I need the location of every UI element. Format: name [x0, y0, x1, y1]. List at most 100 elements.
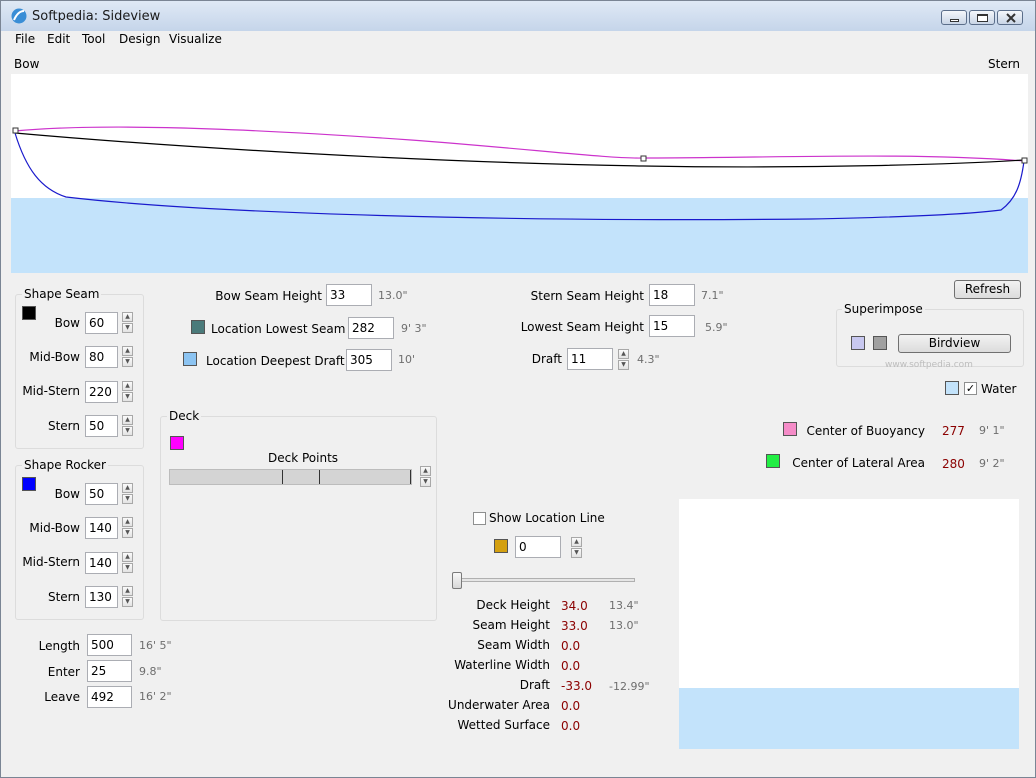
leave-imperial: 16' 2" [139, 690, 172, 703]
water-color-swatch[interactable] [945, 381, 959, 395]
rocker-stern-label: Stern [47, 590, 80, 604]
location-color-swatch[interactable] [494, 539, 508, 553]
deck-point-marker[interactable] [319, 470, 320, 484]
show-location-line-checkbox[interactable] [473, 512, 486, 525]
stat-value: -33.0 [561, 679, 593, 693]
sideview-canvas[interactable] [11, 74, 1028, 273]
menu-bar: File Edit Tool Design Visualize [1, 31, 1035, 49]
rocker-midstern-input[interactable] [85, 552, 118, 574]
enter-imperial: 9.8" [139, 665, 162, 678]
stat-label: Waterline Width [454, 658, 550, 672]
buoyancy-color-swatch[interactable] [783, 422, 797, 436]
deepest-draft-color-swatch[interactable] [183, 352, 197, 366]
center-lateral-label: Center of Lateral Area [792, 456, 925, 470]
enter-label: Enter [47, 665, 80, 679]
stat-value: 0.0 [561, 719, 581, 733]
stern-seam-height-imperial: 7.1" [701, 289, 724, 302]
location-deepest-draft-input[interactable] [346, 349, 392, 371]
leave-label: Leave [44, 690, 80, 704]
leave-input[interactable] [87, 686, 132, 708]
rocker-color-swatch[interactable] [22, 477, 36, 491]
menu-file[interactable]: File [15, 32, 36, 46]
rocker-bow-label: Bow [54, 487, 80, 501]
rocker-midstern-label: Mid-Stern [22, 555, 80, 569]
stern-seam-height-label: Stern Seam Height [530, 289, 644, 303]
bow-seam-height-input[interactable] [326, 284, 372, 306]
refresh-button[interactable]: Refresh [954, 280, 1021, 299]
stat-label: Seam Height [472, 618, 550, 632]
mid-control-point[interactable] [640, 155, 647, 162]
bow-control-point[interactable] [12, 127, 19, 134]
water-checkbox[interactable]: ✓ [964, 382, 977, 395]
center-buoyancy-imperial: 9' 1" [979, 424, 1005, 437]
draft-spinner[interactable]: ▲ ▼ [618, 349, 629, 371]
location-deepest-draft-label: Location Deepest Draft [206, 354, 345, 368]
seam-bow-spinner[interactable]: ▲ ▼ [122, 312, 133, 334]
seam-color-swatch[interactable] [22, 306, 36, 320]
seam-midbow-spinner[interactable]: ▲ ▼ [122, 346, 133, 368]
seam-stern-input[interactable] [85, 415, 118, 437]
center-lateral-imperial: 9' 2" [979, 457, 1005, 470]
minimize-button[interactable] [941, 10, 967, 25]
maximize-button[interactable] [969, 10, 995, 25]
center-buoyancy-value: 277 [942, 424, 965, 438]
menu-tool[interactable]: Tool [82, 32, 106, 46]
deck-title: Deck [167, 409, 202, 423]
lowest-seam-height-input[interactable] [649, 315, 695, 337]
seam-stern-spinner[interactable]: ▲ ▼ [122, 415, 133, 437]
draft-input[interactable] [567, 348, 613, 370]
seam-midstern-label: Mid-Stern [22, 384, 80, 398]
deck-point-marker[interactable] [410, 470, 411, 484]
draft-label: Draft [531, 352, 562, 366]
center-lateral-value: 280 [942, 457, 965, 471]
superimpose-secondary-swatch[interactable] [873, 336, 887, 350]
deck-color-swatch[interactable] [170, 436, 184, 450]
length-input[interactable] [87, 634, 132, 656]
seam-midbow-label: Mid-Bow [29, 350, 80, 364]
lowest-seam-height-imperial: 5.9" [705, 321, 728, 334]
menu-visualize[interactable]: Visualize [169, 32, 222, 46]
location-slider-thumb[interactable] [452, 572, 462, 589]
bow-seam-height-imperial: 13.0" [378, 289, 408, 302]
rocker-bow-input[interactable] [85, 483, 118, 505]
birdview-button[interactable]: Birdview [898, 334, 1011, 353]
seam-midstern-input[interactable] [85, 381, 118, 403]
water-area [11, 198, 1028, 273]
rocker-midstern-spinner[interactable]: ▲ ▼ [122, 552, 133, 574]
deck-points-spinner[interactable]: ▲ ▼ [420, 466, 431, 488]
deck-points-track[interactable] [169, 469, 412, 485]
stat-value: 34.0 [561, 599, 588, 613]
close-button[interactable] [997, 10, 1023, 25]
draft-imperial: 4.3" [637, 353, 660, 366]
stat-label: Underwater Area [448, 698, 550, 712]
rocker-midbow-spinner[interactable]: ▲ ▼ [122, 517, 133, 539]
rocker-stern-spinner[interactable]: ▲ ▼ [122, 586, 133, 608]
seam-bow-input[interactable] [85, 312, 118, 334]
stern-control-point[interactable] [1021, 157, 1028, 164]
seam-midbow-input[interactable] [85, 346, 118, 368]
location-spinner[interactable]: ▲ ▼ [571, 537, 582, 559]
location-input[interactable] [515, 536, 561, 558]
superimpose-color-swatch[interactable] [851, 336, 865, 350]
seam-midstern-spinner[interactable]: ▲ ▼ [122, 381, 133, 403]
menu-design[interactable]: Design [119, 32, 161, 46]
location-deepest-draft-imperial: 10' [398, 353, 416, 366]
section-water-area [679, 688, 1019, 749]
stat-label: Deck Height [476, 598, 550, 612]
rocker-stern-input[interactable] [85, 586, 118, 608]
rocker-midbow-input[interactable] [85, 517, 118, 539]
enter-input[interactable] [87, 660, 132, 682]
rocker-bow-spinner[interactable]: ▲ ▼ [122, 483, 133, 505]
location-slider-track[interactable] [455, 578, 635, 582]
lateral-area-color-swatch[interactable] [766, 454, 780, 468]
menu-edit[interactable]: Edit [47, 32, 71, 46]
deck-points-label: Deck Points [268, 451, 339, 465]
seam-line [14, 132, 1025, 168]
show-location-line-label: Show Location Line [489, 511, 605, 525]
stern-seam-height-input[interactable] [649, 284, 695, 306]
lowest-seam-color-swatch[interactable] [191, 320, 205, 334]
watermark: www.softpedia.com [885, 360, 973, 370]
section-preview-canvas[interactable] [679, 499, 1019, 749]
deck-point-marker[interactable] [282, 470, 283, 484]
location-lowest-seam-input[interactable] [348, 317, 394, 339]
